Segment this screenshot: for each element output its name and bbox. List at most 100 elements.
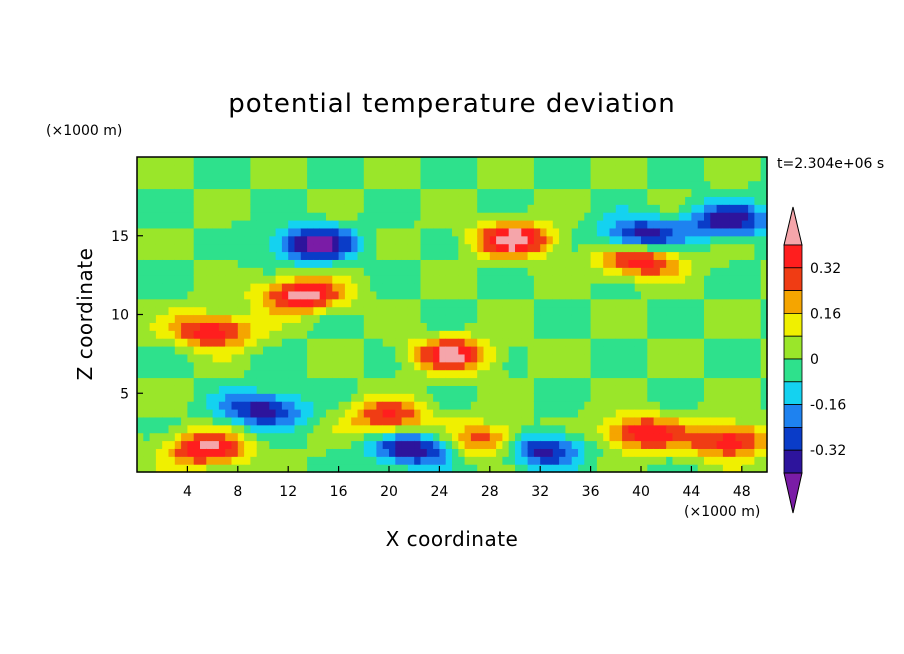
- field-cell: [326, 416, 333, 426]
- field-cell: [200, 346, 207, 355]
- field-cell: [596, 432, 604, 442]
- field-cell: [754, 322, 762, 331]
- field-cell: [452, 196, 459, 205]
- field-cell: [458, 416, 466, 426]
- field-cell: [269, 424, 277, 434]
- field-cell: [489, 361, 497, 371]
- field-cell: [678, 409, 686, 418]
- field-cell: [370, 188, 377, 197]
- field-cell: [603, 212, 611, 221]
- field-cell: [244, 416, 251, 426]
- field-cell: [300, 314, 308, 323]
- field-cell: [225, 432, 233, 442]
- field-cell: [571, 456, 579, 465]
- field-cell: [319, 188, 327, 197]
- field-cell: [470, 448, 478, 457]
- field-cell: [281, 440, 289, 449]
- field-cell: [691, 416, 699, 426]
- field-cell: [389, 267, 396, 276]
- field-cell: [332, 377, 340, 386]
- field-cell: [338, 290, 346, 300]
- field-cell: [281, 464, 289, 473]
- field-cell: [716, 385, 724, 394]
- field-cell: [452, 440, 459, 449]
- field-cell: [647, 157, 655, 166]
- field-cell: [704, 220, 711, 229]
- field-cell: [370, 180, 377, 190]
- field-cell: [515, 393, 522, 402]
- field-cell: [212, 448, 220, 457]
- field-cell: [678, 157, 686, 166]
- field-cell: [433, 385, 440, 394]
- field-cell: [729, 416, 737, 426]
- field-cell: [760, 330, 768, 339]
- field-cell: [382, 283, 390, 292]
- field-cell: [754, 259, 762, 268]
- field-cell: [477, 267, 485, 276]
- field-cell: [464, 385, 472, 394]
- field-cell: [464, 259, 472, 268]
- field-cell: [338, 353, 346, 363]
- field-cell: [212, 212, 220, 221]
- field-cell: [641, 409, 648, 418]
- field-cell: [735, 275, 743, 284]
- field-cell: [489, 424, 497, 434]
- field-cell: [420, 196, 428, 205]
- field-cell: [533, 275, 541, 284]
- field-cell: [218, 416, 226, 426]
- field-cell: [559, 361, 566, 371]
- field-cell: [672, 283, 680, 292]
- field-cell: [244, 235, 251, 245]
- field-cell: [628, 290, 636, 300]
- field-cell: [231, 409, 239, 418]
- field-cell: [200, 220, 207, 229]
- field-cell: [244, 346, 251, 355]
- field-cell: [439, 456, 447, 465]
- field-cell: [653, 377, 661, 386]
- field-cell: [452, 298, 459, 308]
- field-cell: [313, 369, 321, 379]
- field-cell: [225, 188, 233, 197]
- field-cell: [672, 196, 680, 205]
- field-cell: [571, 322, 579, 331]
- field-cell: [231, 220, 239, 229]
- field-cell: [477, 377, 485, 386]
- field-cell: [370, 227, 377, 237]
- field-cell: [552, 196, 560, 205]
- field-cell: [596, 212, 604, 221]
- field-cell: [659, 346, 667, 355]
- field-cell: [552, 322, 560, 331]
- field-cell: [155, 172, 163, 182]
- field-cell: [584, 377, 592, 386]
- field-cell: [590, 424, 598, 434]
- field-cell: [540, 196, 548, 205]
- field-cell: [218, 448, 226, 457]
- field-cell: [508, 432, 516, 442]
- field-cell: [565, 338, 573, 347]
- field-cell: [615, 377, 623, 386]
- field-cell: [496, 346, 503, 355]
- field-cell: [496, 377, 503, 386]
- field-cell: [578, 212, 585, 221]
- field-cell: [691, 212, 699, 221]
- field-cell: [275, 361, 283, 371]
- field-cell: [722, 227, 730, 237]
- field-cell: [571, 204, 579, 213]
- field-cell: [357, 188, 365, 197]
- field-cell: [571, 432, 579, 442]
- field-cell: [395, 393, 403, 402]
- field-cell: [741, 448, 749, 457]
- field-cell: [754, 456, 762, 465]
- field-cell: [571, 212, 579, 221]
- field-cell: [666, 440, 674, 449]
- field-cell: [584, 298, 592, 308]
- field-cell: [641, 298, 648, 308]
- field-cell: [382, 424, 390, 434]
- field-cell: [464, 409, 472, 418]
- field-cell: [376, 164, 384, 174]
- field-cell: [294, 385, 302, 394]
- field-cell: [666, 401, 674, 410]
- field-cell: [363, 464, 371, 473]
- field-cell: [275, 338, 283, 347]
